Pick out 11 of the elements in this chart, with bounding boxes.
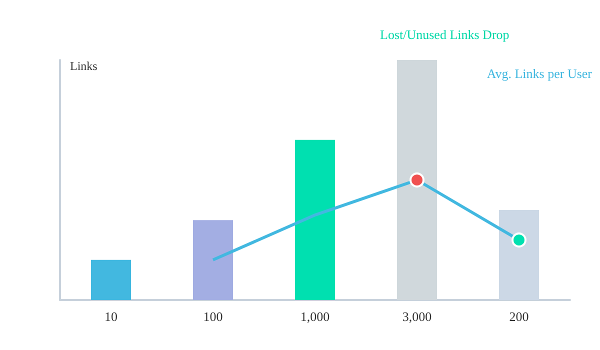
bar xyxy=(193,220,233,300)
text: Lost/Unused Links Drop xyxy=(380,27,510,42)
x-tick-label: 1,000 xyxy=(300,309,330,324)
y-axis-title: Links xyxy=(70,59,98,73)
x-tick-label: 200 xyxy=(509,309,529,324)
x-tick-label: 3,000 xyxy=(402,309,432,324)
bar xyxy=(295,140,335,300)
x-tick-label: 100 xyxy=(203,309,223,324)
bar xyxy=(91,260,131,300)
text: Avg. Links per User xyxy=(486,66,593,81)
x-tick-label: 10 xyxy=(104,309,118,324)
